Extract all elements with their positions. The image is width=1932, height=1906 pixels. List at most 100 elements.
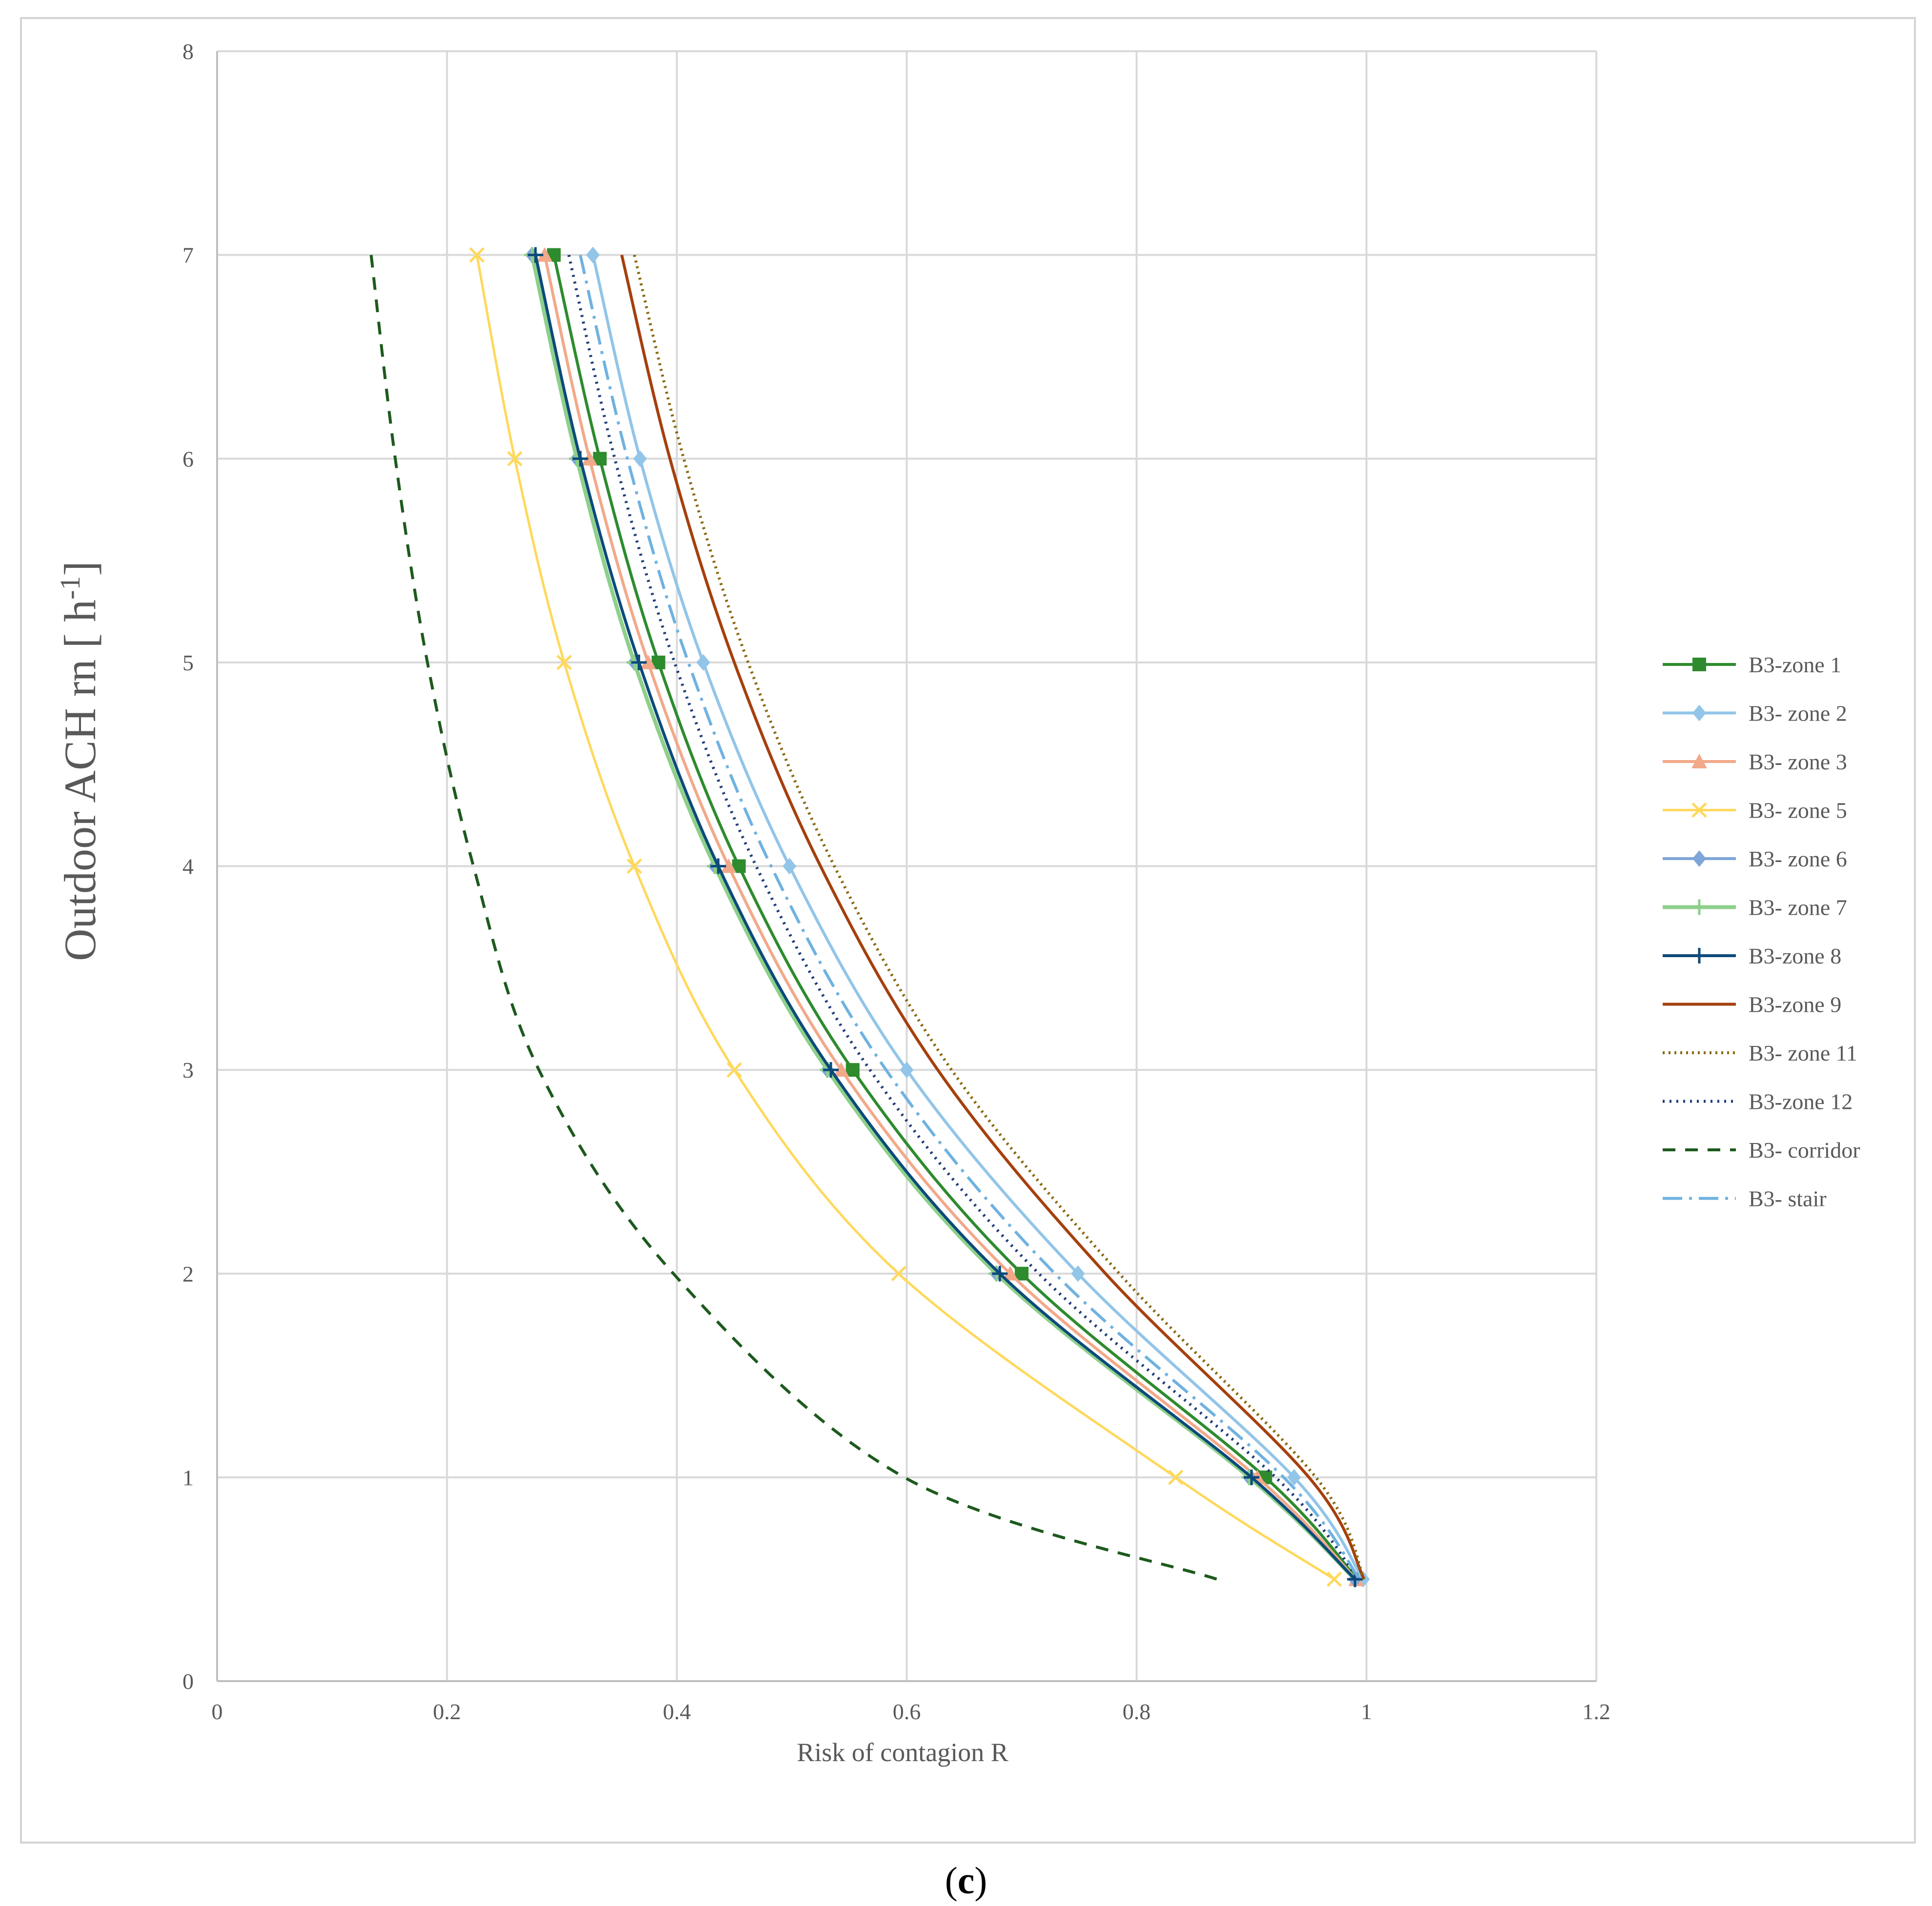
data-point (469, 247, 485, 263)
caption-close: ) (974, 1859, 987, 1902)
series-10 (369, 255, 1218, 1581)
data-point (507, 451, 523, 467)
data-point (900, 1062, 914, 1079)
y-axis-title-main: Outdoor ACH rn [ h (55, 600, 105, 961)
y-tick-label: 3 (182, 1058, 194, 1083)
series-5 (524, 247, 1363, 1587)
series-line (591, 254, 1365, 1580)
legend-item: B3-zone 9 (1663, 992, 1841, 1017)
data-point (527, 247, 543, 263)
data-point (823, 1062, 839, 1078)
data-point (710, 858, 726, 874)
series-group (369, 246, 1370, 1588)
series-line (475, 255, 1335, 1581)
caption-label: c (957, 1859, 975, 1902)
data-point (1327, 1571, 1342, 1587)
x-tick-label: 0.6 (893, 1699, 921, 1724)
legend-marker (1692, 658, 1706, 671)
series-0 (547, 248, 1364, 1586)
series-line (369, 255, 1218, 1581)
series-line (552, 254, 1359, 1581)
data-point (572, 451, 588, 467)
legend-item: B3- zone 6 (1663, 846, 1847, 871)
data-point (556, 655, 572, 670)
legend-item: B3-zone 12 (1663, 1089, 1852, 1114)
legend: B3-zone 1 B3- zone 2 B3- zone 3 B3- zone 5 B… (1663, 652, 1860, 1211)
series-line (534, 254, 1356, 1581)
x-tick-label: 0.4 (663, 1699, 691, 1724)
figure-caption: (c) (0, 1859, 1932, 1903)
y-axis-title: Outdoor ACH rn [ h-1] (54, 561, 105, 961)
series-6 (527, 247, 1363, 1587)
grid-lines (216, 50, 1597, 1682)
series-line (620, 254, 1366, 1580)
data-point (721, 858, 737, 873)
y-tick-label: 5 (182, 650, 194, 675)
axes (216, 51, 1596, 1682)
legend-item: B3- zone 7 (1663, 895, 1847, 920)
legend-label: B3-zone 1 (1749, 652, 1841, 677)
legend-label: B3- zone 7 (1749, 895, 1847, 920)
data-point (992, 1265, 1008, 1282)
series-line (567, 254, 1360, 1581)
data-point (696, 654, 710, 671)
data-point (845, 1063, 860, 1077)
tick-labels: 0 0.2 0.4 0.6 0.8 1 1.2 0 1 2 3 4 5 6 7 8 (182, 39, 1610, 1724)
x-tick-label: 0.2 (433, 1699, 461, 1724)
legend-item: B3- zone 2 (1663, 701, 1847, 726)
legend-item: B3- zone 3 (1663, 749, 1847, 774)
legend-label: B3- stair (1749, 1186, 1827, 1211)
data-point (633, 450, 647, 467)
data-point (783, 858, 797, 875)
legend-label: B3- zone 5 (1749, 798, 1847, 823)
data-point (640, 654, 656, 669)
series-2 (537, 247, 1364, 1586)
legend-item: B3- zone 5 (1663, 798, 1847, 823)
data-point (1244, 1469, 1260, 1485)
data-point (1287, 1469, 1301, 1486)
chart-frame (20, 17, 1916, 1844)
y-tick-label: 6 (182, 446, 194, 471)
legend-marker (1692, 704, 1706, 722)
x-tick-label: 1 (1361, 1699, 1372, 1724)
caption-open: ( (945, 1859, 958, 1902)
series-9 (567, 254, 1360, 1581)
data-point (1002, 1265, 1018, 1281)
legend-marker (1691, 754, 1707, 768)
legend-label: B3-zone 9 (1749, 992, 1841, 1017)
data-point (631, 654, 647, 670)
series-7 (620, 254, 1366, 1580)
x-tick-label: 1.2 (1582, 1699, 1610, 1724)
y-tick-label: 7 (182, 243, 194, 268)
data-point (1071, 1265, 1085, 1282)
series-11 (579, 254, 1361, 1580)
series-line (530, 254, 1357, 1581)
data-point (582, 451, 598, 466)
legend-marker (1691, 948, 1707, 963)
data-point (833, 1062, 849, 1077)
x-axis-title: Risk of contagion R (797, 1738, 1008, 1767)
y-axis-title-close: ] (55, 561, 105, 576)
series-1 (586, 246, 1370, 1588)
legend-marker (1692, 850, 1706, 867)
legend-marker (1691, 802, 1707, 818)
series-3 (469, 247, 1342, 1587)
legend-item: B3- stair (1663, 1186, 1827, 1211)
y-tick-label: 8 (182, 39, 194, 64)
legend-marker (1691, 899, 1707, 915)
legend-label: B3-zone 8 (1749, 943, 1841, 968)
legend-label: B3- zone 3 (1749, 749, 1847, 774)
data-point (626, 858, 642, 874)
series-line (579, 254, 1361, 1580)
x-tick-label: 0.8 (1123, 1699, 1151, 1724)
y-tick-label: 2 (182, 1262, 194, 1286)
y-tick-label: 0 (182, 1669, 194, 1694)
legend-item: B3- zone 11 (1663, 1041, 1857, 1065)
data-point (1015, 1266, 1029, 1281)
y-axis-title-sup: -1 (54, 576, 86, 600)
x-tick-label: 0 (212, 1699, 223, 1724)
legend-label: B3- corridor (1749, 1138, 1860, 1163)
data-point (891, 1265, 906, 1282)
legend-label: B3- zone 11 (1749, 1041, 1857, 1065)
y-tick-label: 1 (182, 1465, 194, 1490)
